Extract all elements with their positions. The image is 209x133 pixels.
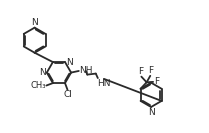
Text: N: N <box>148 108 155 117</box>
Text: Cl: Cl <box>63 90 72 99</box>
Text: N: N <box>39 68 46 77</box>
Text: CH₃: CH₃ <box>30 81 46 90</box>
Text: N: N <box>66 58 73 66</box>
Text: HN: HN <box>97 79 111 88</box>
Text: F: F <box>148 66 153 75</box>
Text: NH: NH <box>79 66 93 75</box>
Text: N: N <box>31 18 38 27</box>
Text: F: F <box>138 67 144 76</box>
Text: F: F <box>154 77 159 86</box>
